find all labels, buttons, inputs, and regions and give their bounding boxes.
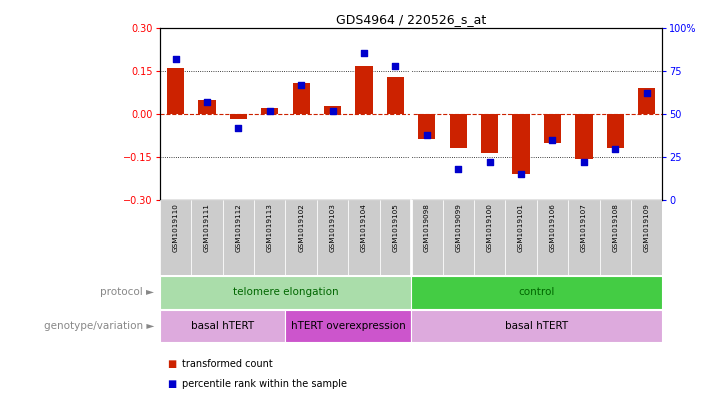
Text: GSM1019105: GSM1019105 xyxy=(393,203,398,252)
Title: GDS4964 / 220526_s_at: GDS4964 / 220526_s_at xyxy=(336,13,486,26)
Point xyxy=(233,125,244,131)
Bar xyxy=(160,310,285,342)
Bar xyxy=(261,108,278,114)
Bar xyxy=(285,200,317,275)
Bar xyxy=(442,200,474,275)
Bar xyxy=(411,310,662,342)
Text: GSM1019107: GSM1019107 xyxy=(581,203,587,252)
Text: GSM1019099: GSM1019099 xyxy=(455,203,461,252)
Text: telomere elongation: telomere elongation xyxy=(233,287,339,298)
Bar xyxy=(576,114,592,159)
Bar xyxy=(167,68,184,114)
Bar xyxy=(411,200,442,275)
Bar xyxy=(285,310,411,342)
Text: ■: ■ xyxy=(167,358,176,369)
Bar xyxy=(223,200,254,275)
Text: basal hTERT: basal hTERT xyxy=(505,321,569,331)
Text: GSM1019100: GSM1019100 xyxy=(486,203,493,252)
Bar xyxy=(317,200,348,275)
Text: GSM1019108: GSM1019108 xyxy=(613,203,618,252)
Point xyxy=(515,171,526,178)
Text: control: control xyxy=(519,287,555,298)
Text: GSM1019112: GSM1019112 xyxy=(236,203,241,252)
Point xyxy=(264,107,275,114)
Text: GSM1019104: GSM1019104 xyxy=(361,203,367,252)
Point xyxy=(421,132,433,138)
Point xyxy=(610,145,621,152)
Point xyxy=(296,81,307,88)
Bar xyxy=(230,114,247,119)
Point xyxy=(641,90,653,96)
Point xyxy=(578,159,590,165)
Bar xyxy=(254,200,285,275)
Bar xyxy=(631,200,662,275)
Text: GSM1019101: GSM1019101 xyxy=(518,203,524,252)
Bar xyxy=(324,106,341,114)
Text: GSM1019110: GSM1019110 xyxy=(172,203,179,252)
Bar xyxy=(544,114,561,143)
Bar xyxy=(198,100,216,114)
Bar xyxy=(380,200,411,275)
Bar xyxy=(599,200,631,275)
Point xyxy=(170,55,181,62)
Point xyxy=(453,166,464,173)
Text: percentile rank within the sample: percentile rank within the sample xyxy=(182,379,347,389)
Bar xyxy=(537,200,569,275)
Bar xyxy=(160,200,191,275)
Point xyxy=(547,137,558,143)
Bar xyxy=(638,88,655,114)
Text: ■: ■ xyxy=(167,379,176,389)
Text: protocol ►: protocol ► xyxy=(100,287,154,298)
Bar xyxy=(569,200,599,275)
Bar xyxy=(355,66,373,114)
Text: GSM1019109: GSM1019109 xyxy=(644,203,650,252)
Bar xyxy=(606,114,624,148)
Bar xyxy=(348,200,380,275)
Text: GSM1019111: GSM1019111 xyxy=(204,203,210,252)
Bar xyxy=(418,114,435,140)
Text: GSM1019103: GSM1019103 xyxy=(329,203,336,252)
Text: hTERT overexpression: hTERT overexpression xyxy=(291,321,406,331)
Bar xyxy=(505,200,537,275)
Bar xyxy=(411,276,662,309)
Bar xyxy=(387,77,404,114)
Point xyxy=(358,50,369,57)
Text: GSM1019102: GSM1019102 xyxy=(298,203,304,252)
Bar xyxy=(512,114,530,174)
Point xyxy=(484,159,496,165)
Point xyxy=(390,62,401,69)
Bar xyxy=(474,200,505,275)
Text: basal hTERT: basal hTERT xyxy=(191,321,254,331)
Text: genotype/variation ►: genotype/variation ► xyxy=(44,321,154,331)
Bar xyxy=(191,200,223,275)
Point xyxy=(327,107,338,114)
Text: GSM1019113: GSM1019113 xyxy=(267,203,273,252)
Text: GSM1019106: GSM1019106 xyxy=(550,203,555,252)
Bar xyxy=(160,276,411,309)
Bar xyxy=(481,114,498,153)
Bar xyxy=(449,114,467,148)
Text: transformed count: transformed count xyxy=(182,358,273,369)
Point xyxy=(201,99,212,105)
Text: GSM1019098: GSM1019098 xyxy=(424,203,430,252)
Bar xyxy=(292,83,310,114)
